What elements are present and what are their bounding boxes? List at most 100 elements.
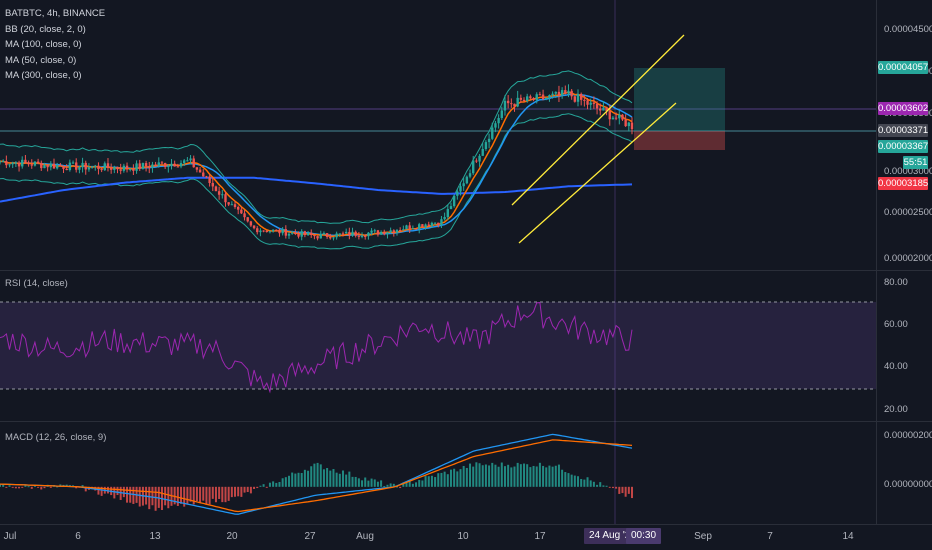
macd-histogram-bar	[510, 467, 513, 487]
long-position-loss-zone[interactable]	[634, 131, 725, 150]
last-price-tag[interactable]: 0.00003367	[878, 140, 929, 153]
horizontal-line-price-tag[interactable]: 0.00003602	[878, 102, 929, 115]
macd-histogram-bar	[167, 486, 170, 509]
candle-body	[278, 229, 281, 234]
candle-body	[484, 142, 488, 150]
indicator-ma50[interactable]: MA (50, close, 0)	[5, 54, 77, 66]
candle-body	[52, 163, 56, 169]
macd-histogram-bar	[313, 463, 316, 487]
channel-lower-line[interactable]	[518, 102, 677, 244]
macd-histogram-bar	[580, 478, 583, 487]
macd-pane[interactable]	[0, 433, 633, 515]
legend: BATBTC, 4h, BINANCE BB (20, close, 2, 0)…	[5, 6, 105, 84]
macd-histogram-bar	[424, 476, 427, 487]
candle-body	[224, 194, 227, 203]
macd-histogram-bar	[542, 465, 545, 487]
candle-body	[357, 235, 361, 237]
macd-histogram-bar	[488, 465, 491, 487]
candle-body	[424, 224, 427, 228]
macd-histogram-bar	[278, 481, 281, 487]
entry-price-tag[interactable]: 0.00003371	[878, 124, 929, 137]
macd-histogram-bar	[345, 474, 348, 487]
macd-histogram-bar	[427, 476, 430, 487]
candle-body	[284, 229, 288, 236]
indicator-ma300[interactable]: MA (300, close, 0)	[5, 70, 82, 81]
macd-histogram-bar	[56, 486, 59, 488]
macd-histogram-bar	[519, 464, 522, 487]
macd-histogram-bar	[208, 486, 211, 505]
rsi-pane[interactable]	[0, 302, 633, 394]
candle-body	[332, 237, 335, 239]
candle-body	[506, 100, 510, 104]
candle-body	[119, 169, 122, 171]
macd-histogram-bar	[348, 471, 351, 487]
macd-histogram-bar	[151, 486, 154, 506]
macd-histogram-bar	[218, 486, 221, 499]
macd-histogram-bar	[370, 478, 373, 487]
macd-histogram-bar	[37, 486, 40, 488]
macd-histogram-bar	[624, 486, 627, 497]
macd-histogram-bar	[497, 466, 500, 487]
rsi-label[interactable]: RSI (14, close)	[5, 278, 68, 289]
indicator-bb[interactable]: BB (20, close, 2, 0)	[5, 23, 86, 35]
candle-body	[462, 183, 465, 187]
candle-body	[383, 231, 386, 235]
stop-price-tag[interactable]: 0.00003185	[878, 177, 929, 190]
macd-histogram-bar	[227, 486, 230, 501]
price-pane[interactable]	[0, 70, 634, 250]
candle-body	[446, 209, 449, 218]
macd-histogram-bar	[214, 486, 217, 503]
macd-histogram-bar	[262, 484, 265, 487]
indicator-ma100[interactable]: MA (100, close, 0)	[5, 39, 82, 50]
macd-histogram-bar	[341, 470, 344, 487]
macd-histogram-bar	[338, 473, 341, 487]
macd-histogram-bar	[421, 480, 424, 487]
macd-histogram-bar	[602, 485, 605, 487]
candle-body	[599, 108, 602, 111]
candle-body	[370, 230, 373, 233]
macd-histogram-bar	[484, 464, 487, 487]
candle-body	[573, 96, 577, 102]
macd-histogram-bar	[275, 482, 278, 487]
symbol-title[interactable]: BATBTC, 4h, BINANCE	[5, 8, 106, 19]
macd-histogram-bar	[186, 486, 189, 505]
candle-body	[408, 225, 411, 230]
macd-histogram-bar	[75, 486, 78, 489]
macd-histogram-bar	[418, 479, 421, 487]
macd-histogram-bar	[256, 486, 259, 489]
candle-body	[49, 163, 53, 168]
candle-body	[567, 90, 570, 94]
rsi-band	[0, 302, 876, 389]
long-position-profit-zone[interactable]	[634, 68, 725, 131]
macd-histogram-bar	[618, 486, 621, 494]
candle-body	[138, 163, 141, 169]
candle-body	[341, 233, 345, 235]
channel-upper-line[interactable]	[511, 34, 685, 206]
macd-histogram-bar	[526, 464, 529, 487]
candle-body	[163, 162, 167, 168]
candle-body	[418, 224, 421, 229]
price-axis-tick: 0.00003000	[884, 166, 932, 177]
price-axis-tick: 0.00002500	[884, 207, 932, 218]
candle-body	[459, 186, 462, 192]
macd-histogram-bar	[132, 486, 135, 504]
macd-histogram-bar	[8, 485, 11, 487]
candle-body	[135, 163, 138, 171]
candle-body	[151, 164, 154, 168]
candle-body	[189, 158, 192, 161]
macd-histogram-bar	[230, 486, 233, 498]
candle-body	[303, 231, 307, 236]
candle-body	[402, 229, 405, 231]
macd-histogram-bar	[272, 481, 275, 487]
macd-label[interactable]: MACD (12, 26, close, 9)	[5, 432, 107, 443]
target-price-tag[interactable]: 0.00004057	[878, 61, 929, 74]
time-axis-tick: Sep	[694, 531, 712, 542]
time-axis-tick: 17	[534, 531, 546, 542]
signal-line	[0, 439, 633, 513]
candle-body	[27, 162, 30, 165]
candle-body	[236, 206, 240, 210]
candle-body	[576, 93, 580, 102]
candle-body	[33, 161, 37, 166]
candle-body	[84, 162, 87, 170]
